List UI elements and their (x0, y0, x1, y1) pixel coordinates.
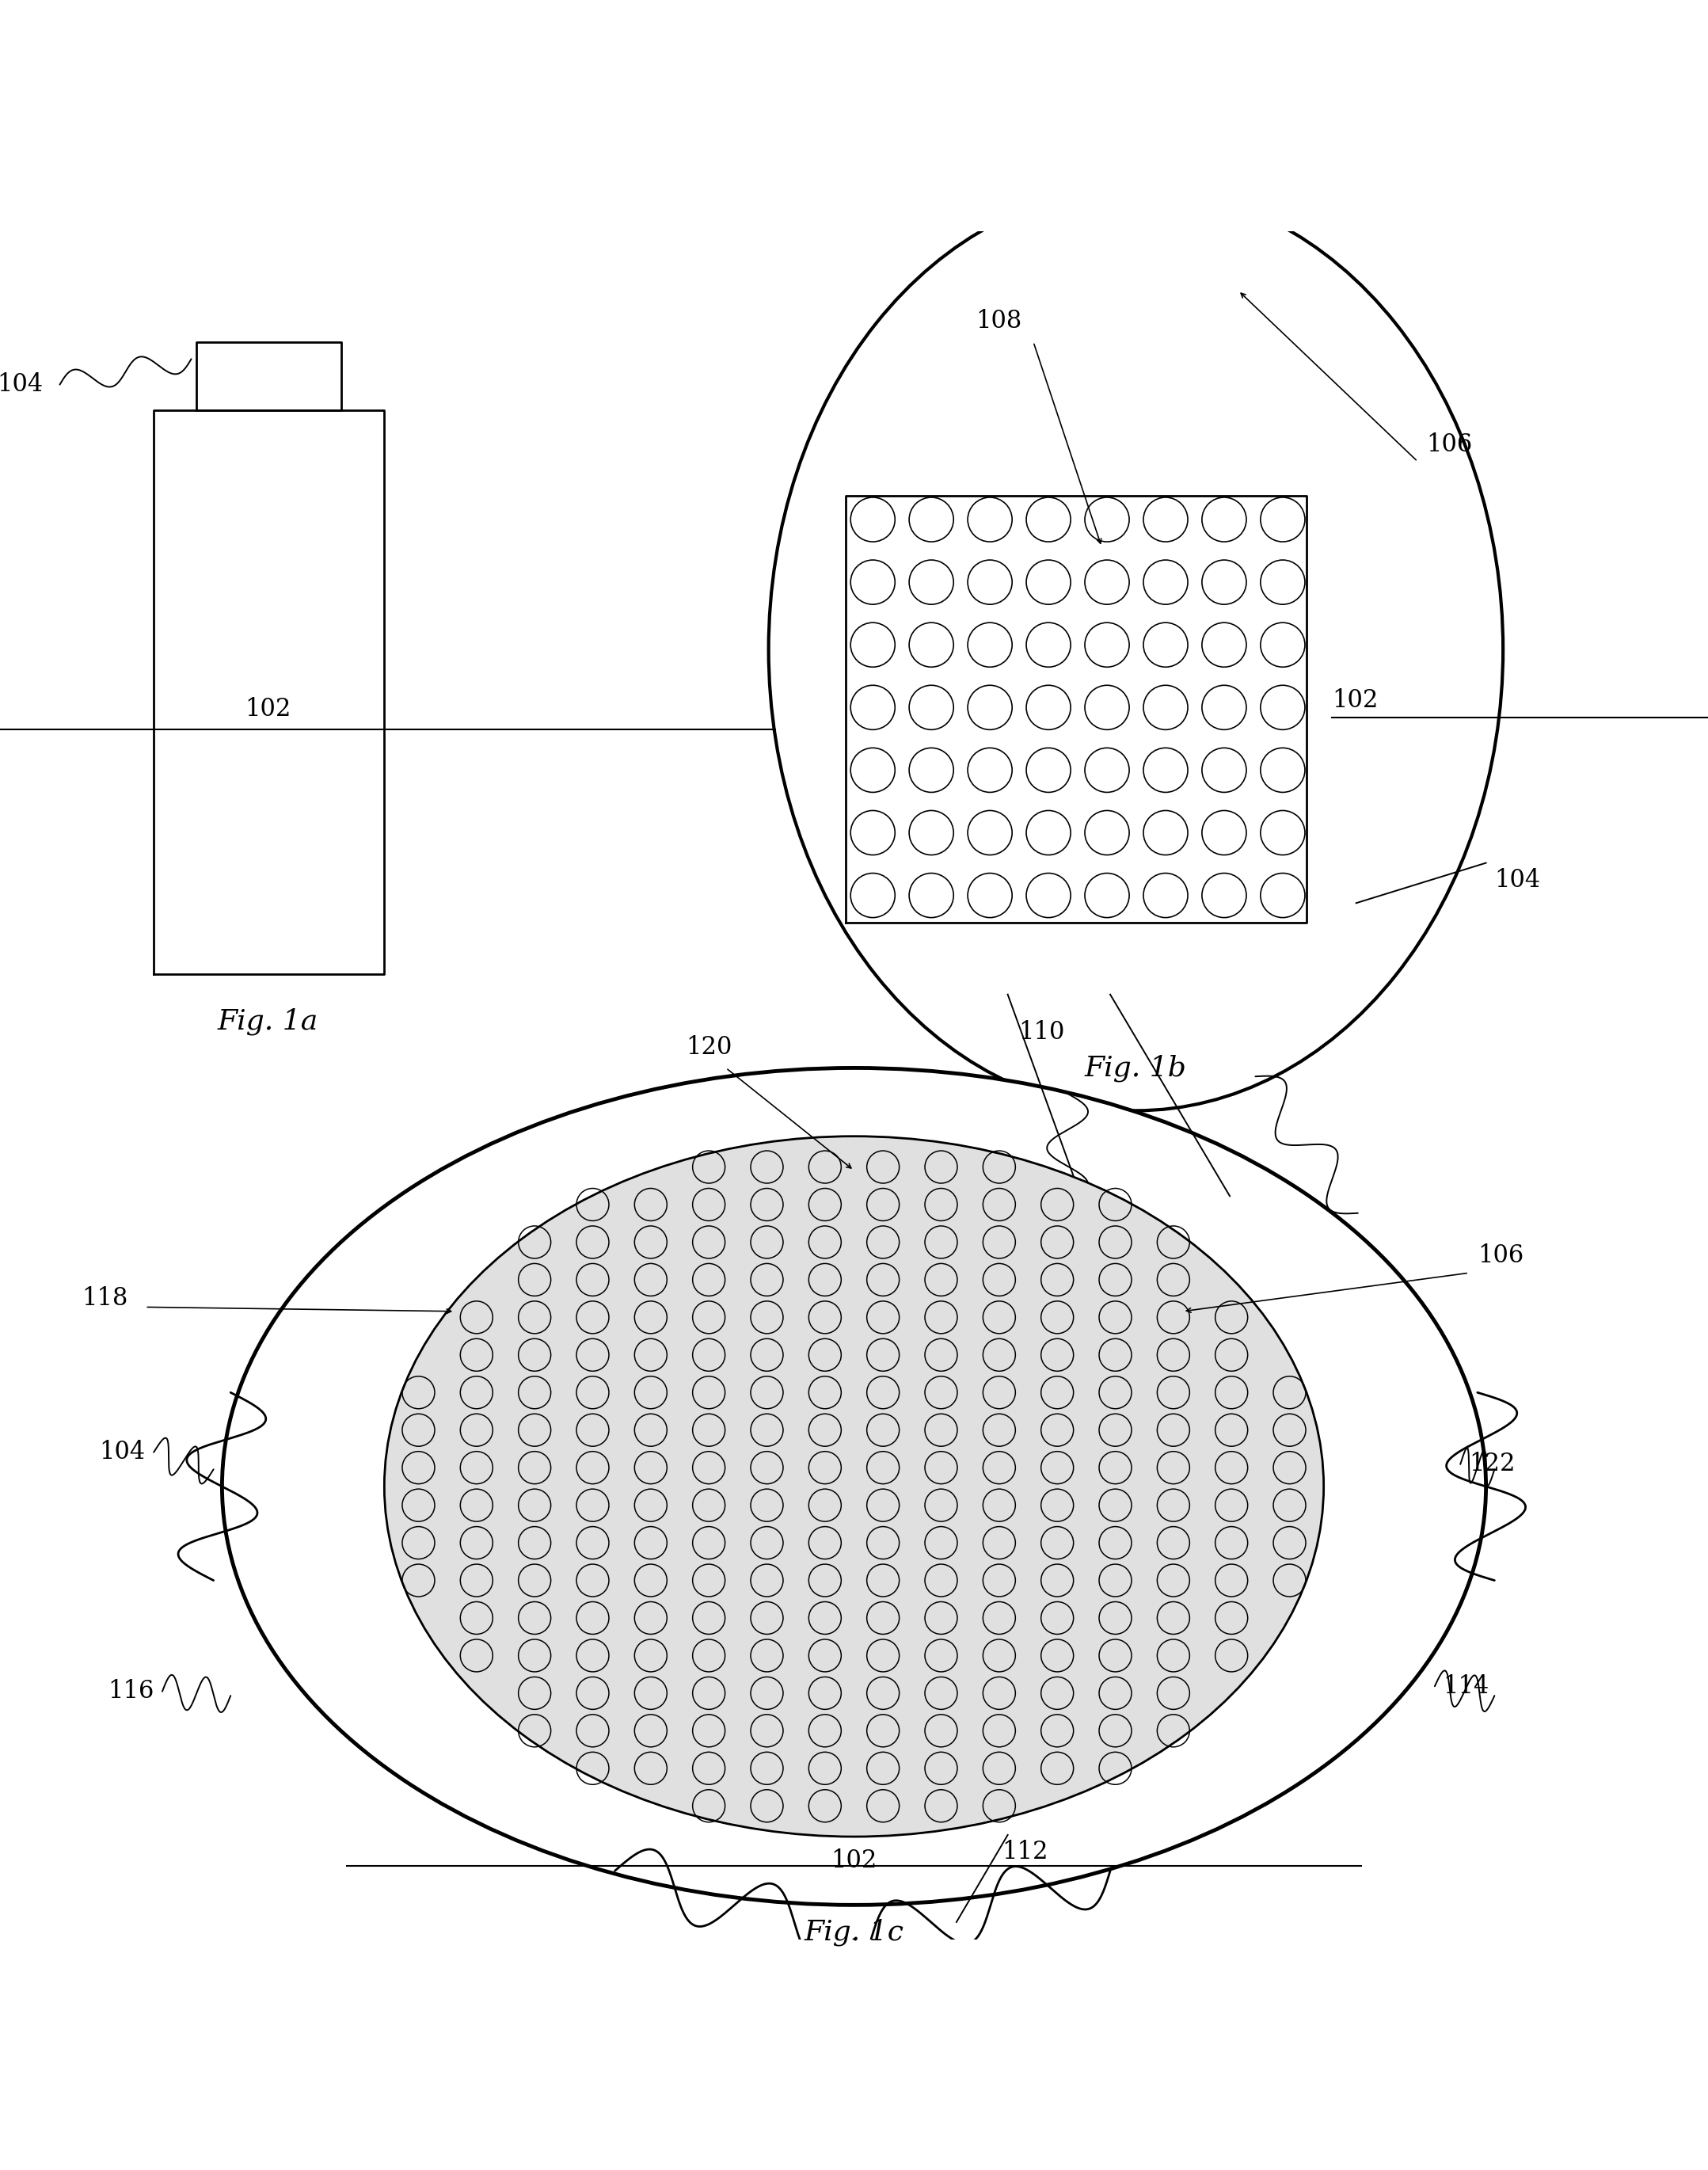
Text: 104: 104 (1494, 868, 1541, 892)
Text: 108: 108 (975, 308, 1023, 334)
Text: 112: 112 (1001, 1840, 1049, 1864)
Ellipse shape (384, 1137, 1324, 1836)
Text: 120: 120 (685, 1035, 733, 1059)
Text: 122: 122 (1469, 1452, 1515, 1476)
Ellipse shape (222, 1068, 1486, 1905)
Text: 106: 106 (1477, 1243, 1524, 1267)
Text: Fig. 1b: Fig. 1b (1085, 1055, 1187, 1081)
Text: 116: 116 (108, 1680, 154, 1703)
Text: 102: 102 (830, 1849, 878, 1873)
Text: 118: 118 (82, 1287, 128, 1311)
Text: 102: 102 (244, 697, 292, 720)
Text: Fig. 1c: Fig. 1c (804, 1918, 904, 1946)
Text: Fig. 1a: Fig. 1a (219, 1009, 318, 1035)
Text: 102: 102 (1332, 688, 1378, 714)
Text: 110: 110 (1018, 1020, 1066, 1044)
Text: 114: 114 (1443, 1673, 1489, 1699)
Text: 106: 106 (1426, 432, 1472, 456)
Text: 104: 104 (0, 373, 43, 397)
Text: 104: 104 (99, 1441, 145, 1465)
